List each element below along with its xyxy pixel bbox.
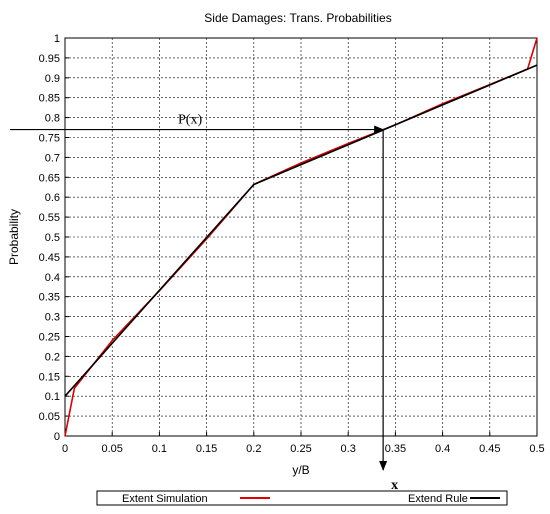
y-axis: 0 0.05 0.1 0.15 0.2 0.25 0.3 0.35 0.4 0.45 0.5 0.55… (39, 33, 69, 443)
x-tick-label: 0.45 (479, 443, 500, 455)
x-tick-label: 0.3 (341, 443, 356, 455)
grid (64, 37, 538, 437)
x-axis: 0 0.05 0.1 0.15 0.2 0.25 0.3 0.35 0.4 0.45 0.5 (62, 432, 545, 455)
y-tick-label: 0.05 (39, 411, 60, 423)
y-tick-label: 0.65 (39, 172, 60, 184)
y-tick-label: 0.7 (45, 152, 60, 164)
y-tick-label: 0.25 (39, 332, 60, 344)
y-tick-label: 0 (54, 431, 60, 443)
y-tick-label: 0.1 (45, 391, 60, 403)
legend-label-rule: Extend Rule (408, 493, 468, 505)
y-tick-label: 0.3 (45, 312, 60, 324)
x-tick-label: 0.5 (529, 443, 544, 455)
y-tick-label: 0.45 (39, 252, 60, 264)
y-tick-label: 0.85 (39, 93, 60, 105)
y-tick-label: 0.5 (45, 232, 60, 244)
series-group (64, 37, 538, 437)
y-tick-label: 0.15 (39, 371, 60, 383)
y-tick-label: 0.6 (45, 192, 60, 204)
x-tick-label: 0.15 (196, 443, 217, 455)
y-tick-label: 0.2 (45, 351, 60, 363)
x-tick-label: 0.05 (101, 443, 122, 455)
p-annotation-label: P(x) (178, 113, 202, 128)
y-tick-label: 0.9 (45, 73, 60, 85)
x-tick-label: 0.25 (290, 443, 311, 455)
y-tick-label: 1 (54, 33, 60, 45)
chart-title: Side Damages: Trans. Probabilities (204, 11, 391, 25)
x-tick-label: 0.1 (152, 443, 167, 455)
x-tick-label: 0.2 (246, 443, 261, 455)
legend-box (96, 490, 508, 506)
x-axis-label: y/B (292, 463, 309, 477)
x-tick-label: 0 (62, 443, 68, 455)
legend: Extent Simulation Extend Rule (96, 490, 508, 506)
y-tick-label: 0.75 (39, 133, 60, 145)
y-tick-label: 0.95 (39, 53, 60, 65)
x-annotation-label: x (391, 478, 398, 493)
y-tick-label: 0.4 (45, 272, 60, 284)
annotations: P(x) x (10, 113, 398, 493)
y-tick-label: 0.35 (39, 292, 60, 304)
y-axis-label: Probability (7, 209, 21, 265)
x-tick-label: 0.35 (385, 443, 406, 455)
y-tick-label: 0.55 (39, 212, 60, 224)
legend-label-simulation: Extent Simulation (122, 493, 208, 505)
x-tick-label: 0.4 (435, 443, 450, 455)
series-line-extend-rule (64, 64, 538, 397)
y-tick-label: 0.8 (45, 113, 60, 125)
